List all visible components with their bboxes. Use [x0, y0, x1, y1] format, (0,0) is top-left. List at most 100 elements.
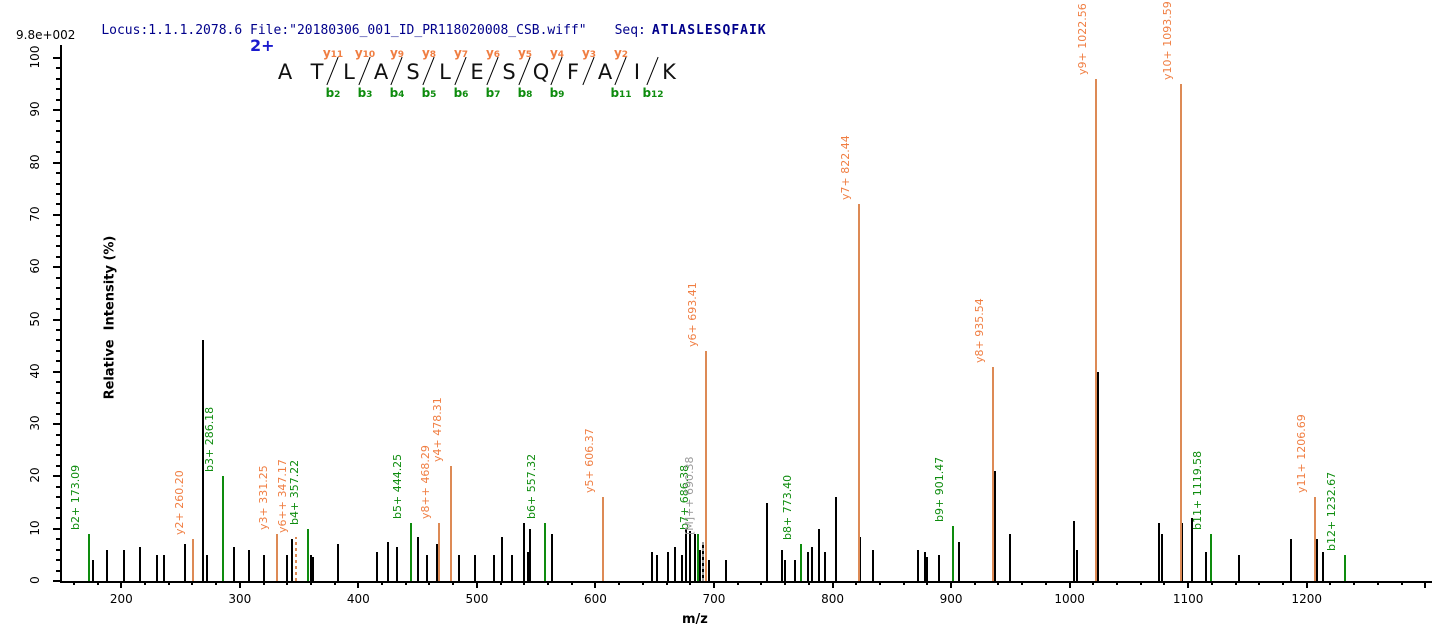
x-major-tick [1305, 581, 1308, 588]
spectrum-peak [376, 552, 379, 581]
y-tick-label: 40 [28, 363, 42, 379]
spectrum-peak [958, 541, 961, 581]
spectrum-peak [818, 528, 821, 581]
spectrum-peak [529, 528, 532, 581]
b-ion-peak-label: b5+ 444.25 [390, 454, 404, 520]
x-minor-tick [1376, 581, 1379, 585]
y-major-tick [53, 580, 60, 582]
residue-letter: T [310, 60, 324, 84]
b-ion-diagram-label: b5 [421, 86, 437, 100]
spectrum-peak [926, 557, 929, 581]
x-minor-tick [381, 581, 384, 585]
spectrum-peak [1316, 539, 1319, 581]
y-ion-diagram-label: y11 [322, 46, 344, 60]
spectrum-peak [793, 560, 796, 581]
y-minor-tick [56, 130, 60, 133]
x-minor-tick [404, 581, 407, 585]
x-minor-tick [855, 581, 858, 585]
x-minor-tick [1234, 581, 1237, 585]
spectrum-peak [916, 549, 919, 581]
b-ion-peak-label: b6+ 557.32 [524, 454, 538, 520]
x-minor-tick [570, 581, 573, 585]
y-minor-tick [56, 339, 60, 342]
y-ion-peak [705, 350, 708, 581]
y-tick-label: 0 [28, 576, 42, 584]
spectrum-peak [689, 531, 692, 581]
x-minor-tick [641, 581, 644, 585]
spectrum-peak [924, 552, 926, 581]
b-ion-peak-label: b2+ 173.09 [69, 464, 83, 530]
fragment-boundary: y5 b8 [518, 46, 533, 100]
spectrum-header: Locus:1.1.1.2078.6 File:"20180306_001_ID… [70, 8, 767, 53]
b-ion-diagram-label: b2 [325, 86, 341, 100]
y-ion-peak-label: y2+ 260.20 [172, 470, 186, 536]
b-ion-diagram-label: b8 [517, 86, 533, 100]
residue-letter: Q [532, 60, 550, 84]
y-ion-diagram-label: y10 [354, 46, 376, 60]
y-minor-tick [56, 203, 60, 206]
b-ion-peak [1210, 533, 1213, 581]
spectrum-peak [1161, 533, 1164, 581]
x-minor-tick [1400, 581, 1403, 585]
x-minor-tick [1092, 581, 1095, 585]
x-minor-tick [1044, 581, 1047, 585]
x-major-tick [594, 581, 597, 588]
spectrum-peak [386, 541, 389, 581]
spectrum-peak [1097, 371, 1100, 581]
y-minor-tick [56, 67, 60, 70]
x-minor-tick [72, 581, 75, 585]
fragment-boundary: y11 b2 [323, 46, 343, 100]
x-minor-tick [215, 581, 218, 585]
b-ion-peak-label: b8+ 773.40 [781, 475, 794, 541]
spectrum-peak [492, 554, 495, 581]
b-ion-peak [306, 528, 309, 581]
x-minor-tick [665, 581, 668, 585]
spectrum-peak [312, 557, 315, 581]
spectrum-peak [835, 497, 838, 581]
x-minor-tick [333, 581, 336, 585]
y-minor-tick [56, 569, 60, 572]
spectrum-peak [248, 549, 251, 581]
spectrum-peak [290, 539, 293, 581]
y-ion-peak [602, 497, 604, 581]
spectrum-peak [784, 560, 787, 581]
spectrum-peak [1157, 523, 1160, 581]
b-ion-peak [222, 476, 225, 581]
x-minor-tick [760, 581, 763, 585]
y-ion-peak [450, 465, 453, 581]
spectrum-peak [766, 502, 769, 581]
seq-label: Seq: [614, 23, 646, 38]
spectrum-peak [202, 340, 205, 581]
x-minor-tick [902, 581, 905, 585]
y-tick-label: 20 [28, 467, 42, 484]
b-ion-diagram-label: b9 [549, 86, 565, 100]
b-ion-peak-label: b3+ 286.18 [203, 407, 217, 473]
x-minor-tick [618, 581, 621, 585]
y-major-tick [53, 57, 60, 59]
spectrum-peak [184, 544, 187, 581]
y-minor-tick [56, 276, 60, 279]
y-minor-tick [56, 119, 60, 122]
x-major-tick [831, 581, 834, 588]
y-major-tick [53, 266, 60, 269]
residue-letter: S [502, 60, 516, 84]
b-ion-diagram-label: b6 [453, 86, 469, 100]
y-minor-tick [56, 360, 60, 363]
spectrum-peak [262, 554, 265, 581]
x-minor-tick [523, 581, 526, 585]
spectrum-peak [1322, 552, 1325, 581]
y-minor-tick [56, 433, 60, 436]
y-ion-peak [438, 523, 441, 581]
x-tick-label: 1200 [1291, 592, 1322, 606]
fragment-boundary: y9 b4 [390, 46, 405, 100]
residue-letter: L [439, 60, 451, 84]
y-ion-diagram-label: y4 [549, 46, 565, 60]
x-tick-label: 400 [346, 592, 370, 606]
spectrum-peak [780, 549, 783, 581]
x-major-tick [712, 581, 715, 588]
y-minor-tick [56, 464, 60, 467]
precursor-charge-label: 2+ [250, 36, 275, 55]
spectrum-peak [811, 547, 814, 581]
y-minor-tick [56, 381, 60, 384]
x-major-tick [357, 581, 360, 588]
